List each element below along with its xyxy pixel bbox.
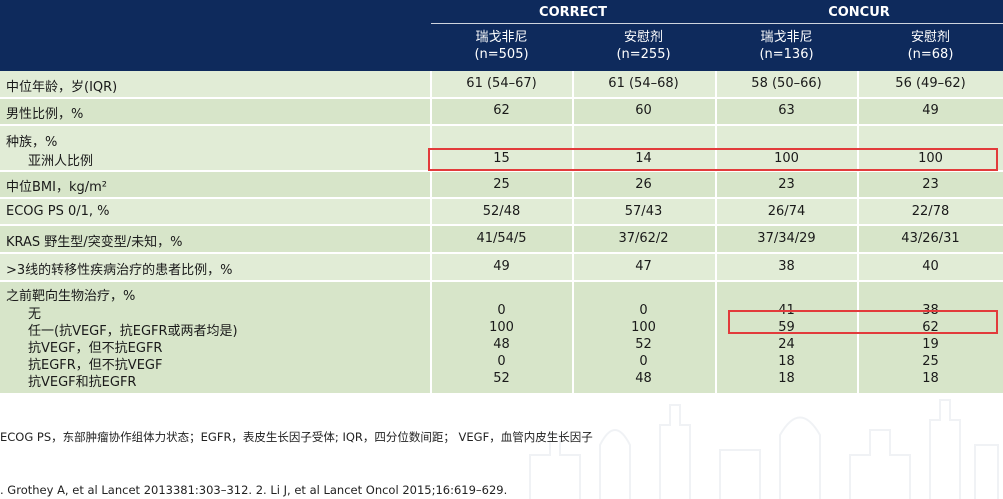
row-sublabel: 无	[28, 307, 42, 322]
cell-value: 61 (54–67)	[466, 76, 537, 91]
row-divider	[0, 197, 1003, 199]
row-sublabel: 任一(抗VEGF，抗EGFR或两者均是)	[28, 324, 238, 339]
highlight-box-prior-therapy	[728, 310, 998, 334]
table-row: 中位年龄，岁(IQR) 61 (54–67) 61 (54–68) 58 (50…	[0, 71, 1003, 98]
footnote-abbreviations: ECOG PS，东部肿瘤协作组体力状态；EGFR，表皮生长因子受体; IQR，四…	[0, 430, 593, 444]
row-label: 男性比例，%	[6, 107, 84, 122]
footnote-references: . Grothey A, et al Lancet 2013381:303–31…	[0, 483, 508, 497]
row-label: KRAS 野生型/突变型/未知，%	[6, 235, 183, 250]
row-divider	[0, 224, 1003, 226]
cell-value: 61 (54–68)	[608, 76, 679, 91]
cell-value: 52	[635, 337, 652, 352]
cell-value: 100	[918, 151, 943, 166]
column-divider	[430, 71, 432, 393]
cell-value: 41/54/5	[476, 231, 527, 246]
column-divider	[572, 71, 574, 393]
row-divider	[0, 280, 1003, 282]
row-label: >3线的转移性疾病治疗的患者比例，%	[6, 263, 233, 278]
cell-value: 58 (50–66)	[751, 76, 822, 91]
cell-value: 24	[778, 337, 795, 352]
row-sublabel: 亚洲人比例	[28, 154, 94, 169]
cell-value: 19	[922, 337, 939, 352]
cell-value: 37/62/2	[618, 231, 669, 246]
arm-header: 安慰剂 (n=68)	[907, 30, 954, 62]
cell-value: 25	[493, 177, 510, 192]
row-label: ECOG PS 0/1, %	[6, 204, 110, 219]
cell-value: 47	[635, 259, 652, 274]
study-name-concur: CONCUR	[828, 5, 890, 20]
table-row: KRAS 野生型/突变型/未知，% 41/54/5 37/62/2 37/34/…	[0, 225, 1003, 253]
cell-value: 0	[497, 354, 506, 369]
study-name-correct: CORRECT	[539, 5, 607, 20]
cell-value: 0	[497, 303, 506, 318]
cell-value: 37/34/29	[757, 231, 816, 246]
cell-value: 18	[778, 354, 795, 369]
cell-value: 43/26/31	[901, 231, 960, 246]
highlight-box-asian	[428, 148, 998, 171]
cell-value: 18	[922, 371, 939, 386]
cell-value: 63	[778, 103, 795, 118]
row-sublabel: 抗VEGF，但不抗EGFR	[28, 341, 163, 356]
cell-value: 60	[635, 103, 652, 118]
cell-value: 57/43	[624, 204, 663, 219]
row-label: 中位年龄，岁(IQR)	[6, 80, 118, 95]
arm-header: 安慰剂 (n=255)	[616, 30, 671, 62]
cell-value: 100	[631, 320, 656, 335]
cell-value: 0	[639, 354, 648, 369]
cell-value: 23	[778, 177, 795, 192]
cell-value: 62	[922, 320, 939, 335]
row-divider	[0, 170, 1003, 172]
cell-value: 22/78	[911, 204, 950, 219]
cell-value: 0	[639, 303, 648, 318]
row-divider	[0, 124, 1003, 126]
cell-value: 14	[635, 151, 652, 166]
study-divider	[431, 23, 1003, 24]
cell-value: 15	[493, 151, 510, 166]
cell-value: 38	[778, 259, 795, 274]
table-header: CORRECT CONCUR 瑞戈非尼 (n=505) 安慰剂 (n=255) 瑞戈…	[0, 0, 1003, 71]
cell-value: 26	[635, 177, 652, 192]
skyline-watermark	[529, 399, 999, 499]
column-divider	[857, 71, 859, 393]
cell-value: 25	[922, 354, 939, 369]
cell-value: 23	[922, 177, 939, 192]
table-row: ECOG PS 0/1, % 52/48 57/43 26/74 22/78	[0, 198, 1003, 225]
cell-value: 100	[774, 151, 799, 166]
cell-value: 59	[778, 320, 795, 335]
cell-value: 49	[922, 103, 939, 118]
cell-value: 40	[922, 259, 939, 274]
cell-value: 100	[489, 320, 514, 335]
row-label: 中位BMI，kg/m²	[6, 180, 108, 195]
cell-value: 62	[493, 103, 510, 118]
row-divider	[0, 252, 1003, 254]
table-row: 之前靶向生物治疗，% 无 0 0 41 38 任一(抗VEGF，抗EGFR或两者…	[0, 281, 1003, 393]
row-label: 之前靶向生物治疗，%	[6, 289, 136, 304]
cell-value: 48	[635, 371, 652, 386]
cell-value: 52	[493, 371, 510, 386]
arm-header: 瑞戈非尼 (n=505)	[474, 30, 529, 62]
column-divider	[715, 71, 717, 393]
row-sublabel: 抗EGFR，但不抗VEGF	[28, 358, 163, 373]
row-label: 种族，%	[6, 135, 58, 150]
table-row: 中位BMI，kg/m² 25 26 23 23	[0, 171, 1003, 198]
arm-header: 瑞戈非尼 (n=136)	[759, 30, 814, 62]
cell-value: 26/74	[767, 204, 806, 219]
cell-value: 56 (49–62)	[895, 76, 966, 91]
table-row: 男性比例，% 62 60 63 49	[0, 98, 1003, 125]
table-row: >3线的转移性疾病治疗的患者比例，% 49 47 38 40	[0, 253, 1003, 281]
row-sublabel: 抗VEGF和抗EGFR	[28, 375, 137, 390]
row-divider	[0, 97, 1003, 99]
cell-value: 49	[493, 259, 510, 274]
cell-value: 48	[493, 337, 510, 352]
cell-value: 18	[778, 371, 795, 386]
cell-value: 52/48	[482, 204, 521, 219]
